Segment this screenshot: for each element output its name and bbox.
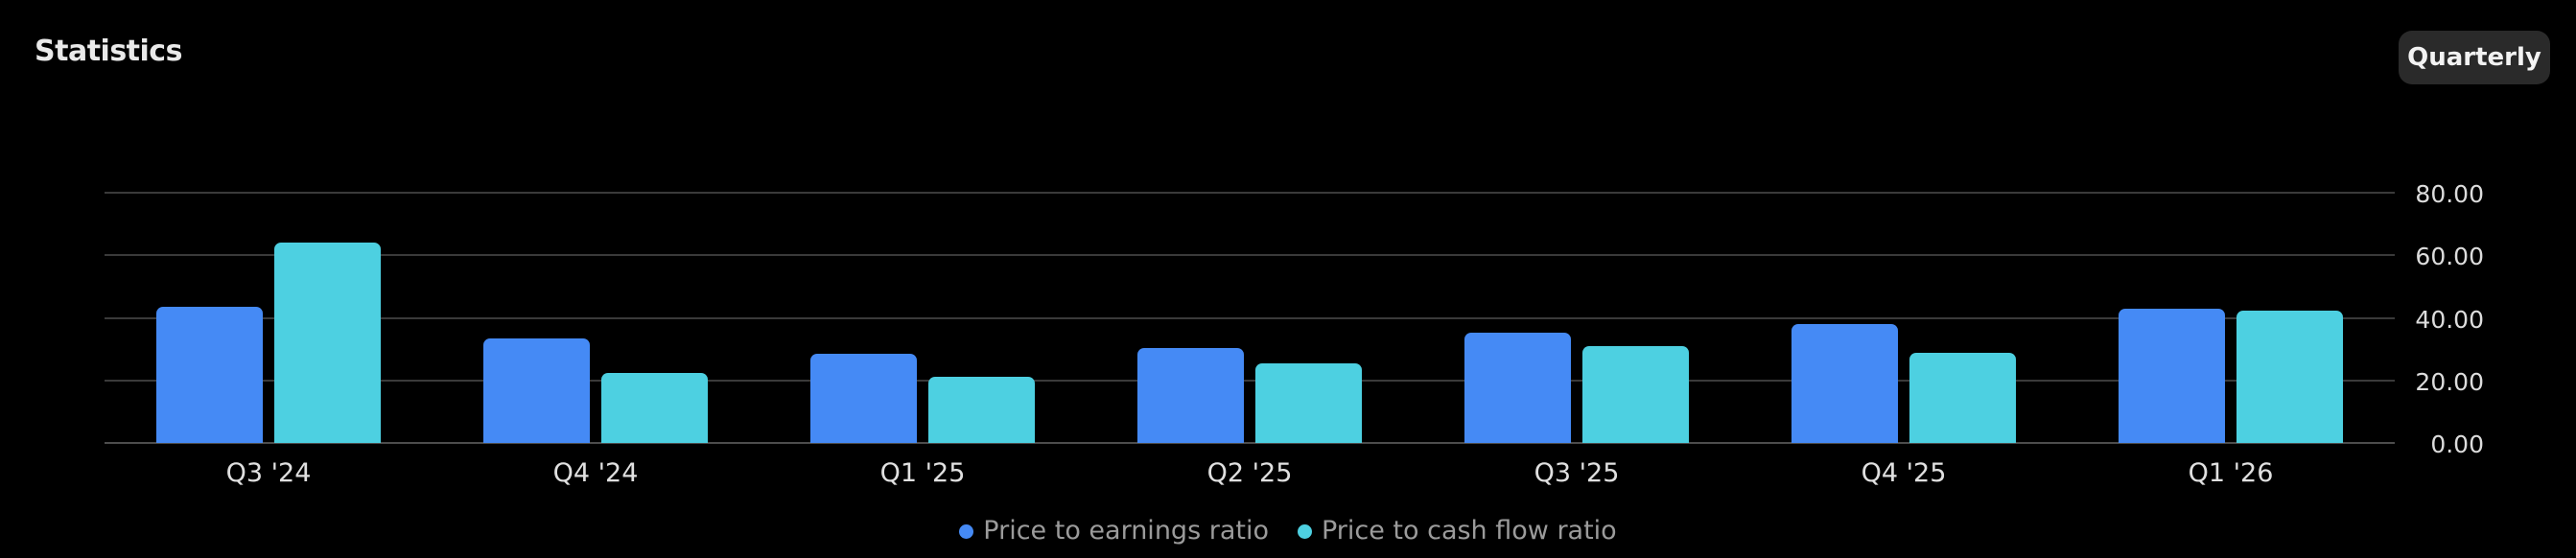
gridline xyxy=(105,316,2395,319)
bar-price-to-earnings-ratio[interactable] xyxy=(156,307,263,443)
period-toggle-button[interactable]: Quarterly xyxy=(2399,31,2550,84)
page-title: Statistics xyxy=(35,35,182,68)
legend-label: Price to cash flow ratio xyxy=(1321,516,1617,546)
legend-item-price-to-cash-flow-ratio[interactable]: Price to cash flow ratio xyxy=(1297,514,1617,548)
chart-legend: Price to earnings ratio Price to cash flo… xyxy=(0,514,2576,548)
bar-price-to-cash-flow-ratio[interactable] xyxy=(2236,311,2343,443)
bar-price-to-cash-flow-ratio[interactable] xyxy=(1582,346,1689,443)
x-axis-category-label: Q1 '26 xyxy=(2188,458,2274,488)
bar-price-to-earnings-ratio[interactable] xyxy=(1464,333,1571,443)
x-axis-category-label: Q4 '24 xyxy=(552,458,639,488)
y-axis-tick-label: 0.00 xyxy=(2430,430,2484,458)
x-axis-category-label: Q4 '25 xyxy=(1861,458,1947,488)
bar-price-to-cash-flow-ratio[interactable] xyxy=(928,377,1035,443)
y-axis-tick-label: 80.00 xyxy=(2415,180,2484,208)
legend-label: Price to earnings ratio xyxy=(983,516,1269,546)
bar-price-to-earnings-ratio[interactable] xyxy=(1791,324,1898,443)
bar-price-to-cash-flow-ratio[interactable] xyxy=(274,243,381,443)
gridline xyxy=(105,192,2395,194)
gridline xyxy=(105,379,2395,382)
legend-item-price-to-earnings-ratio[interactable]: Price to earnings ratio xyxy=(959,514,1269,548)
gridline xyxy=(105,254,2395,257)
x-axis-category-label: Q1 '25 xyxy=(879,458,966,488)
x-axis-category-label: Q3 '24 xyxy=(225,458,312,488)
x-axis-category-label: Q3 '25 xyxy=(1534,458,1620,488)
y-axis-tick-label: 60.00 xyxy=(2415,243,2484,271)
bar-price-to-cash-flow-ratio[interactable] xyxy=(601,373,708,443)
bar-price-to-cash-flow-ratio[interactable] xyxy=(1255,363,1362,443)
x-axis-category-label: Q2 '25 xyxy=(1206,458,1293,488)
bar-price-to-earnings-ratio[interactable] xyxy=(810,354,917,443)
bar-price-to-cash-flow-ratio[interactable] xyxy=(1909,353,2016,443)
x-axis-baseline xyxy=(105,442,2395,444)
bar-price-to-earnings-ratio[interactable] xyxy=(483,338,590,443)
y-axis-tick-label: 40.00 xyxy=(2415,305,2484,334)
legend-dot-icon xyxy=(1297,523,1312,539)
y-axis-tick-label: 20.00 xyxy=(2415,367,2484,396)
bar-price-to-earnings-ratio[interactable] xyxy=(1137,348,1244,443)
legend-dot-icon xyxy=(959,523,974,539)
bar-price-to-earnings-ratio[interactable] xyxy=(2119,309,2225,443)
